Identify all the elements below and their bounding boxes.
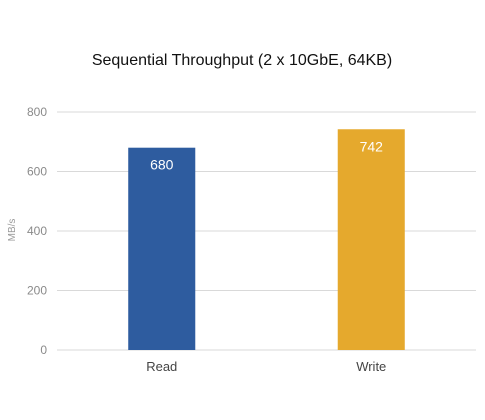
data-labels: 680 742 [150, 138, 383, 172]
y-axis-label: MB/s [7, 219, 18, 242]
bar-write [337, 129, 405, 350]
bar-read [128, 147, 196, 350]
y-tick-label-400: 400 [27, 224, 47, 238]
bars [128, 129, 405, 350]
chart-title: Sequential Throughput (2 x 10GbE, 64KB) [92, 52, 392, 69]
x-tick-label-read: Read [146, 359, 177, 374]
x-tick-label-write: Write [356, 359, 386, 374]
data-label-read: 680 [150, 157, 174, 173]
y-tick-label-0: 0 [40, 343, 47, 357]
y-tick-label-200: 200 [27, 284, 47, 298]
y-tick-label-600: 600 [27, 165, 47, 179]
data-label-write: 742 [360, 138, 384, 154]
y-axis-ticks: 0 200 400 600 800 [27, 105, 47, 357]
gridlines [57, 111, 476, 351]
y-tick-label-800: 800 [27, 105, 47, 119]
x-axis-categories: Read Write [146, 359, 386, 374]
